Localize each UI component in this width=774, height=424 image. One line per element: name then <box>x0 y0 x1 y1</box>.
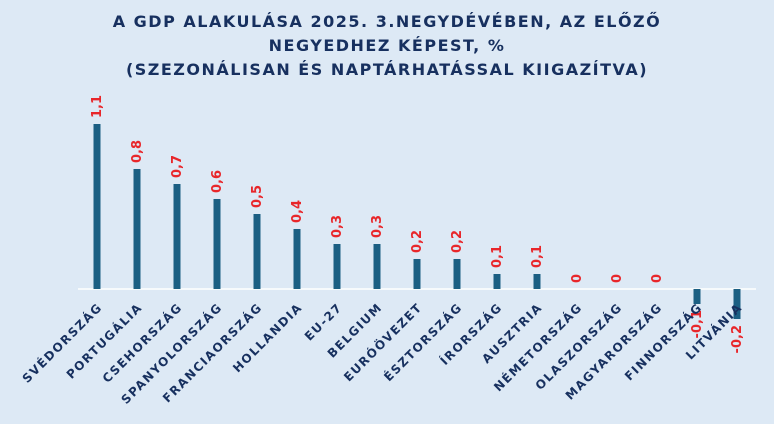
chart-title-line-3: (SZEZONÁLISAN ÉS NAPTÁRHATÁSSAL KIIGAZÍT… <box>125 60 649 79</box>
data-label-14: 0 <box>650 274 665 283</box>
category-label-5: HOLLANDIA <box>230 300 305 375</box>
bar-16 <box>733 289 741 319</box>
bar-1 <box>133 169 141 289</box>
data-label-8: 0,2 <box>410 230 425 253</box>
chart-title-line-1: A GDP ALAKULÁSA 2025. 3.NEGYDÉVÉBEN, AZ … <box>112 12 662 31</box>
data-label-10: 0,1 <box>490 245 505 268</box>
bar-11 <box>533 274 541 289</box>
data-label-7: 0,3 <box>370 215 385 238</box>
bar-0 <box>93 124 101 289</box>
bar-2 <box>173 184 181 289</box>
data-label-15: -0,1 <box>690 310 705 338</box>
bar-5 <box>293 229 301 289</box>
data-label-6: 0,3 <box>330 215 345 238</box>
bar-10 <box>493 274 501 289</box>
data-label-3: 0,6 <box>210 170 225 193</box>
data-label-13: 0 <box>610 274 625 283</box>
data-label-4: 0,5 <box>250 185 265 208</box>
bar-15 <box>693 289 701 304</box>
chart-title-line-2: NEGYEDHEZ KÉPEST, % <box>268 36 506 55</box>
bar-6 <box>333 244 341 289</box>
bar-9 <box>453 259 461 289</box>
bar-7 <box>373 244 381 289</box>
bar-8 <box>413 259 421 289</box>
bar-4 <box>253 214 261 289</box>
chart-title: A GDP ALAKULÁSA 2025. 3.NEGYDÉVÉBEN, AZ … <box>0 10 774 82</box>
data-label-1: 0,8 <box>130 140 145 163</box>
data-label-9: 0,2 <box>450 230 465 253</box>
data-label-2: 0,7 <box>170 155 185 178</box>
data-label-11: 0,1 <box>530 245 545 268</box>
data-label-16: -0,2 <box>730 325 745 353</box>
data-label-5: 0,4 <box>290 200 305 223</box>
data-label-0: 1,1 <box>90 95 105 118</box>
category-label-15: FINNORSZÁG <box>621 300 705 384</box>
category-label-1: PORTUGÁLIA <box>63 300 145 382</box>
data-label-12: 0 <box>570 274 585 283</box>
bar-3 <box>213 199 221 289</box>
